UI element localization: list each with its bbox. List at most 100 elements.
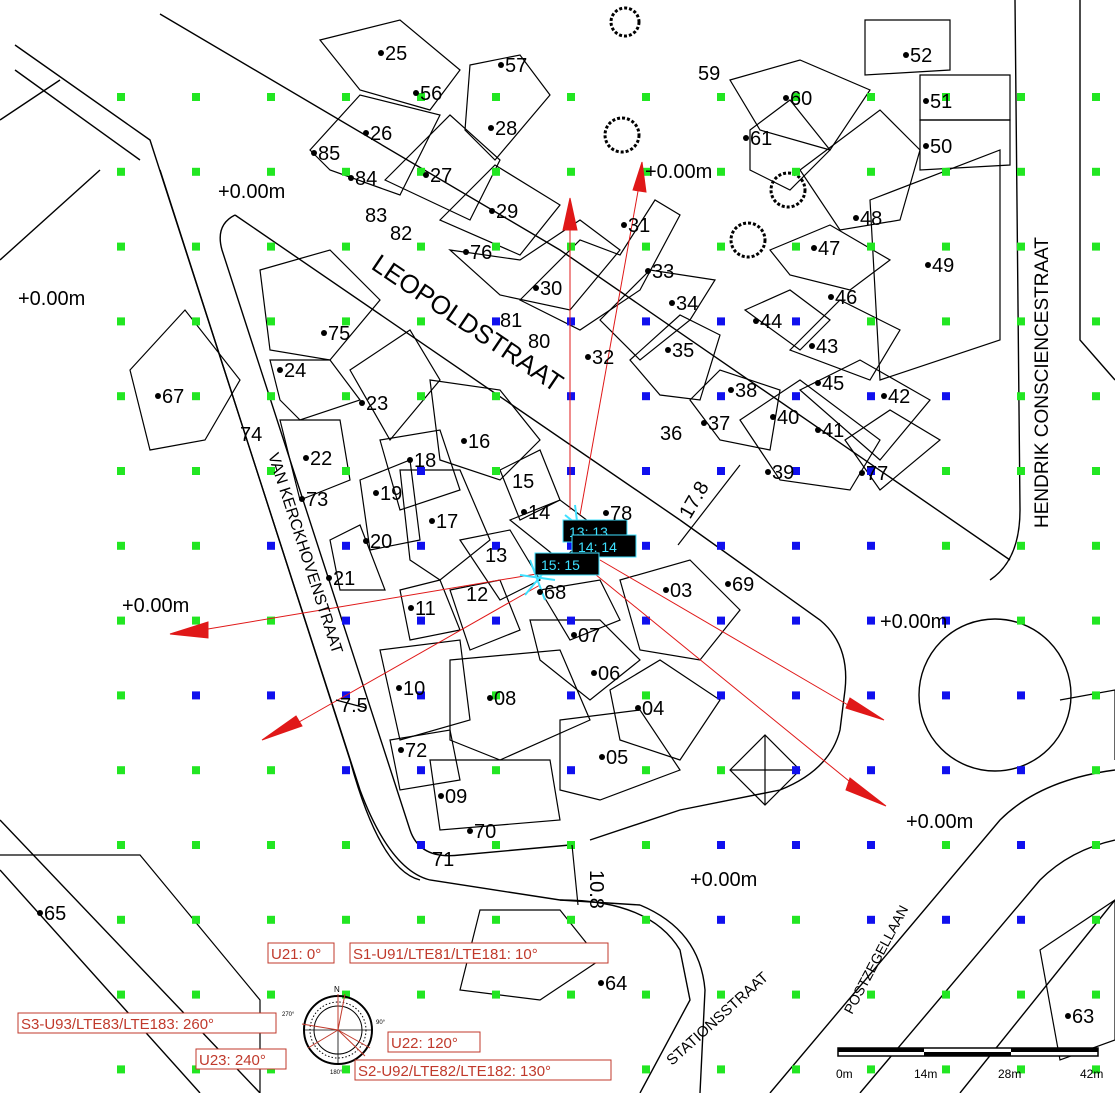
svg-text:75: 75 [328, 323, 350, 345]
sector-label: S3-U93/LTE83/LTE183: 260° [17, 1012, 277, 1034]
grid-point [942, 691, 950, 700]
dimension-labels: 17.87.510.8 [340, 478, 714, 909]
grid-point [717, 467, 725, 475]
house-number: 39 [765, 462, 794, 484]
house-number: 47 [811, 238, 840, 260]
house-number: 29 [489, 201, 518, 223]
grid-point [642, 242, 650, 251]
svg-text:52: 52 [910, 45, 932, 67]
grid-point [942, 841, 950, 849]
elevation-labels: +0.00m +0.00m +0.00m +0.00m +0.00m +0.00m +0.0… [18, 161, 973, 891]
grid-point [792, 392, 800, 401]
antenna-directions [169, 161, 887, 807]
house-number: 43 [809, 336, 838, 358]
svg-text:18: 18 [414, 450, 436, 472]
grid-point [792, 616, 800, 625]
grid-point [117, 467, 125, 475]
svg-text:77: 77 [866, 463, 888, 485]
grid-point [867, 616, 875, 625]
grid-point [792, 841, 800, 849]
grid-point [417, 93, 425, 101]
grid-point [267, 467, 275, 475]
grid-point [492, 467, 500, 475]
elevation-label: +0.00m [690, 869, 757, 891]
grid-point [192, 467, 200, 475]
svg-text:82: 82 [390, 223, 412, 245]
scale-label: 28m [998, 1067, 1021, 1081]
grid-point [192, 766, 200, 775]
elevation-label: +0.00m [906, 811, 973, 833]
svg-text:84: 84 [355, 168, 377, 190]
grid-point [267, 766, 275, 775]
house-number: 21 [326, 568, 355, 590]
grid-point [792, 541, 800, 550]
grid-point [267, 691, 275, 700]
house-number: 85 [311, 143, 340, 165]
house-number: 72 [398, 740, 427, 762]
house-number: 70 [467, 821, 496, 843]
grid-point [492, 317, 500, 326]
house-number: 49 [925, 255, 954, 277]
svg-text:78: 78 [610, 503, 632, 525]
grid-point [267, 167, 275, 176]
svg-text:45: 45 [822, 373, 844, 395]
svg-text:S1-U91/LTE81/LTE181: 10°: S1-U91/LTE81/LTE181: 10° [353, 946, 538, 963]
house-number: 08 [487, 688, 516, 710]
grid-point [117, 766, 125, 775]
house-number: 18 [407, 450, 436, 472]
grid-point [717, 242, 725, 251]
sector-legend: N 270° 90° 180° U21: 0° S1-U91/LTE81/LTE181: … [17, 942, 612, 1081]
elevation-label: +0.00m [645, 161, 712, 183]
grid-point [192, 541, 200, 550]
svg-text:72: 72 [405, 740, 427, 762]
grid-point [417, 841, 425, 849]
grid-point [867, 766, 875, 775]
grid-point [117, 841, 125, 849]
house-number: 80 [528, 331, 550, 353]
grid-point [867, 317, 875, 326]
house-number: 34 [669, 293, 698, 315]
svg-text:03: 03 [670, 580, 692, 602]
house-number: 46 [828, 287, 857, 309]
svg-text:51: 51 [930, 91, 952, 113]
grid-point [717, 915, 725, 924]
svg-text:29: 29 [496, 201, 518, 223]
svg-text:68: 68 [544, 582, 566, 604]
grid-point [267, 841, 275, 849]
house-number: 51 [923, 91, 952, 113]
house-number: 28 [488, 118, 517, 140]
svg-text:32: 32 [592, 347, 614, 369]
svg-text:23: 23 [366, 393, 388, 415]
grid-point [192, 167, 200, 176]
arrow-icon [845, 777, 887, 807]
grid-point [867, 1065, 875, 1074]
house-number: 35 [665, 340, 694, 362]
grid-point [192, 841, 200, 849]
grid-point [1017, 167, 1025, 176]
house-number: 37 [701, 413, 730, 435]
house-number: 60 [783, 88, 812, 110]
arrow-icon [845, 697, 885, 721]
grid-point [642, 841, 650, 849]
elevation-label: +0.00m [122, 595, 189, 617]
svg-text:25: 25 [385, 43, 407, 65]
svg-text:19: 19 [380, 483, 402, 505]
grid-point [792, 467, 800, 475]
house-number: 17 [429, 511, 458, 533]
grid-point [567, 541, 575, 550]
grid-point [942, 541, 950, 550]
svg-text:36: 36 [660, 423, 682, 445]
svg-text:43: 43 [816, 336, 838, 358]
grid-point [1092, 1065, 1100, 1074]
house-number: 07 [571, 625, 600, 647]
scale-label: 42m [1080, 1067, 1103, 1081]
scale-label: 14m [914, 1067, 937, 1081]
svg-text:47: 47 [818, 238, 840, 260]
grid-point [867, 93, 875, 101]
grid-point [492, 392, 500, 401]
house-number: 26 [363, 123, 392, 145]
house-number: 81 [500, 310, 522, 332]
elevation-label: +0.00m [218, 181, 285, 203]
house-number: 65 [37, 903, 66, 925]
